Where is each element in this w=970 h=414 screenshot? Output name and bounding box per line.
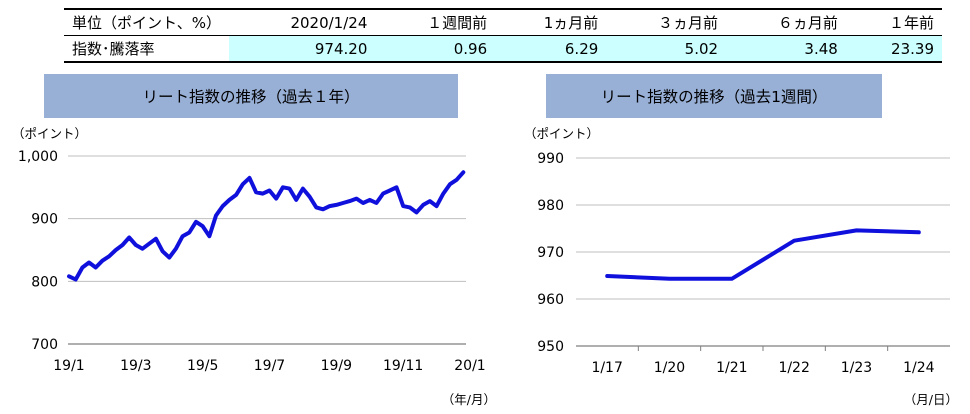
header-date: 2020/1/24 — [228, 8, 376, 36]
x-tick-label: 19/11 — [383, 358, 423, 374]
x-tick-label: 1/22 — [778, 360, 809, 376]
series-line — [67, 170, 466, 282]
chart-1week: 950 960 970 980 990 （ポイント） （月/日） 1/17 1/20 1/21 1/… — [524, 126, 958, 407]
x-tick-label: 19/1 — [53, 358, 84, 374]
x-tick-label: 1/21 — [716, 360, 747, 376]
summary-table: 単位（ポイント、%） 2020/1/24 １週間前 1ヵ月前 ３ヵ月前 ６ヵ月前… — [64, 8, 942, 63]
series-line — [605, 228, 921, 281]
x-tick-label: 19/5 — [187, 358, 218, 374]
x-tick-label: 19/3 — [120, 358, 151, 374]
y-axis-unit-label: （ポイント） — [524, 126, 599, 141]
header-6month: ６ヵ月前 — [726, 8, 846, 36]
value-1month: 6.29 — [495, 35, 607, 63]
y-tick-label: 800 — [31, 274, 58, 290]
x-axis-unit-label: （月/日） — [904, 392, 958, 407]
table-value-row: 指数･騰落率 974.20 0.96 6.29 5.02 3.48 23.39 — [64, 35, 942, 63]
y-tick-label: 970 — [537, 245, 564, 261]
table-header-row: 単位（ポイント、%） 2020/1/24 １週間前 1ヵ月前 ３ヵ月前 ６ヵ月前… — [64, 8, 942, 36]
x-tick-label: 20/1 — [454, 358, 485, 374]
chart-1year: 700 800 900 1,000 （ポイント） （年/月） 19/1 19/3 19/5 19/… — [12, 126, 496, 407]
x-tick-label: 1/17 — [591, 360, 622, 376]
y-tick-label: 980 — [537, 198, 564, 214]
x-tick-label: 19/9 — [321, 358, 352, 374]
x-tick-label: 1/20 — [654, 360, 685, 376]
y-tick-label: 1,000 — [18, 149, 58, 165]
value-index: 974.20 — [228, 35, 376, 63]
value-1year: 23.39 — [845, 35, 942, 63]
header-1year: １年前 — [845, 8, 942, 36]
x-axis-unit-label: （年/月） — [442, 392, 496, 407]
y-tick-label: 700 — [31, 337, 58, 353]
x-tick-label: 1/23 — [841, 360, 872, 376]
y-tick-label: 990 — [537, 151, 564, 167]
chart-title-1week: リート指数の推移（過去1週間） — [546, 74, 882, 118]
y-tick-label: 960 — [537, 292, 564, 308]
row-label: 指数･騰落率 — [64, 35, 229, 63]
y-tick-label: 900 — [31, 212, 58, 228]
y-tick-label: 950 — [537, 339, 564, 355]
header-3month: ３ヵ月前 — [606, 8, 727, 36]
header-1month: 1ヵ月前 — [495, 8, 607, 36]
y-axis-unit-label: （ポイント） — [12, 126, 87, 141]
chart-title-1year: リート指数の推移（過去１年） — [44, 74, 458, 118]
value-3month: 5.02 — [606, 35, 727, 63]
x-tick-label: 1/24 — [903, 360, 935, 376]
value-1week: 0.96 — [375, 35, 496, 63]
header-1week: １週間前 — [375, 8, 496, 36]
header-unit: 単位（ポイント、%） — [64, 8, 229, 36]
x-tick-label: 19/7 — [254, 358, 285, 374]
value-6month: 3.48 — [726, 35, 846, 63]
